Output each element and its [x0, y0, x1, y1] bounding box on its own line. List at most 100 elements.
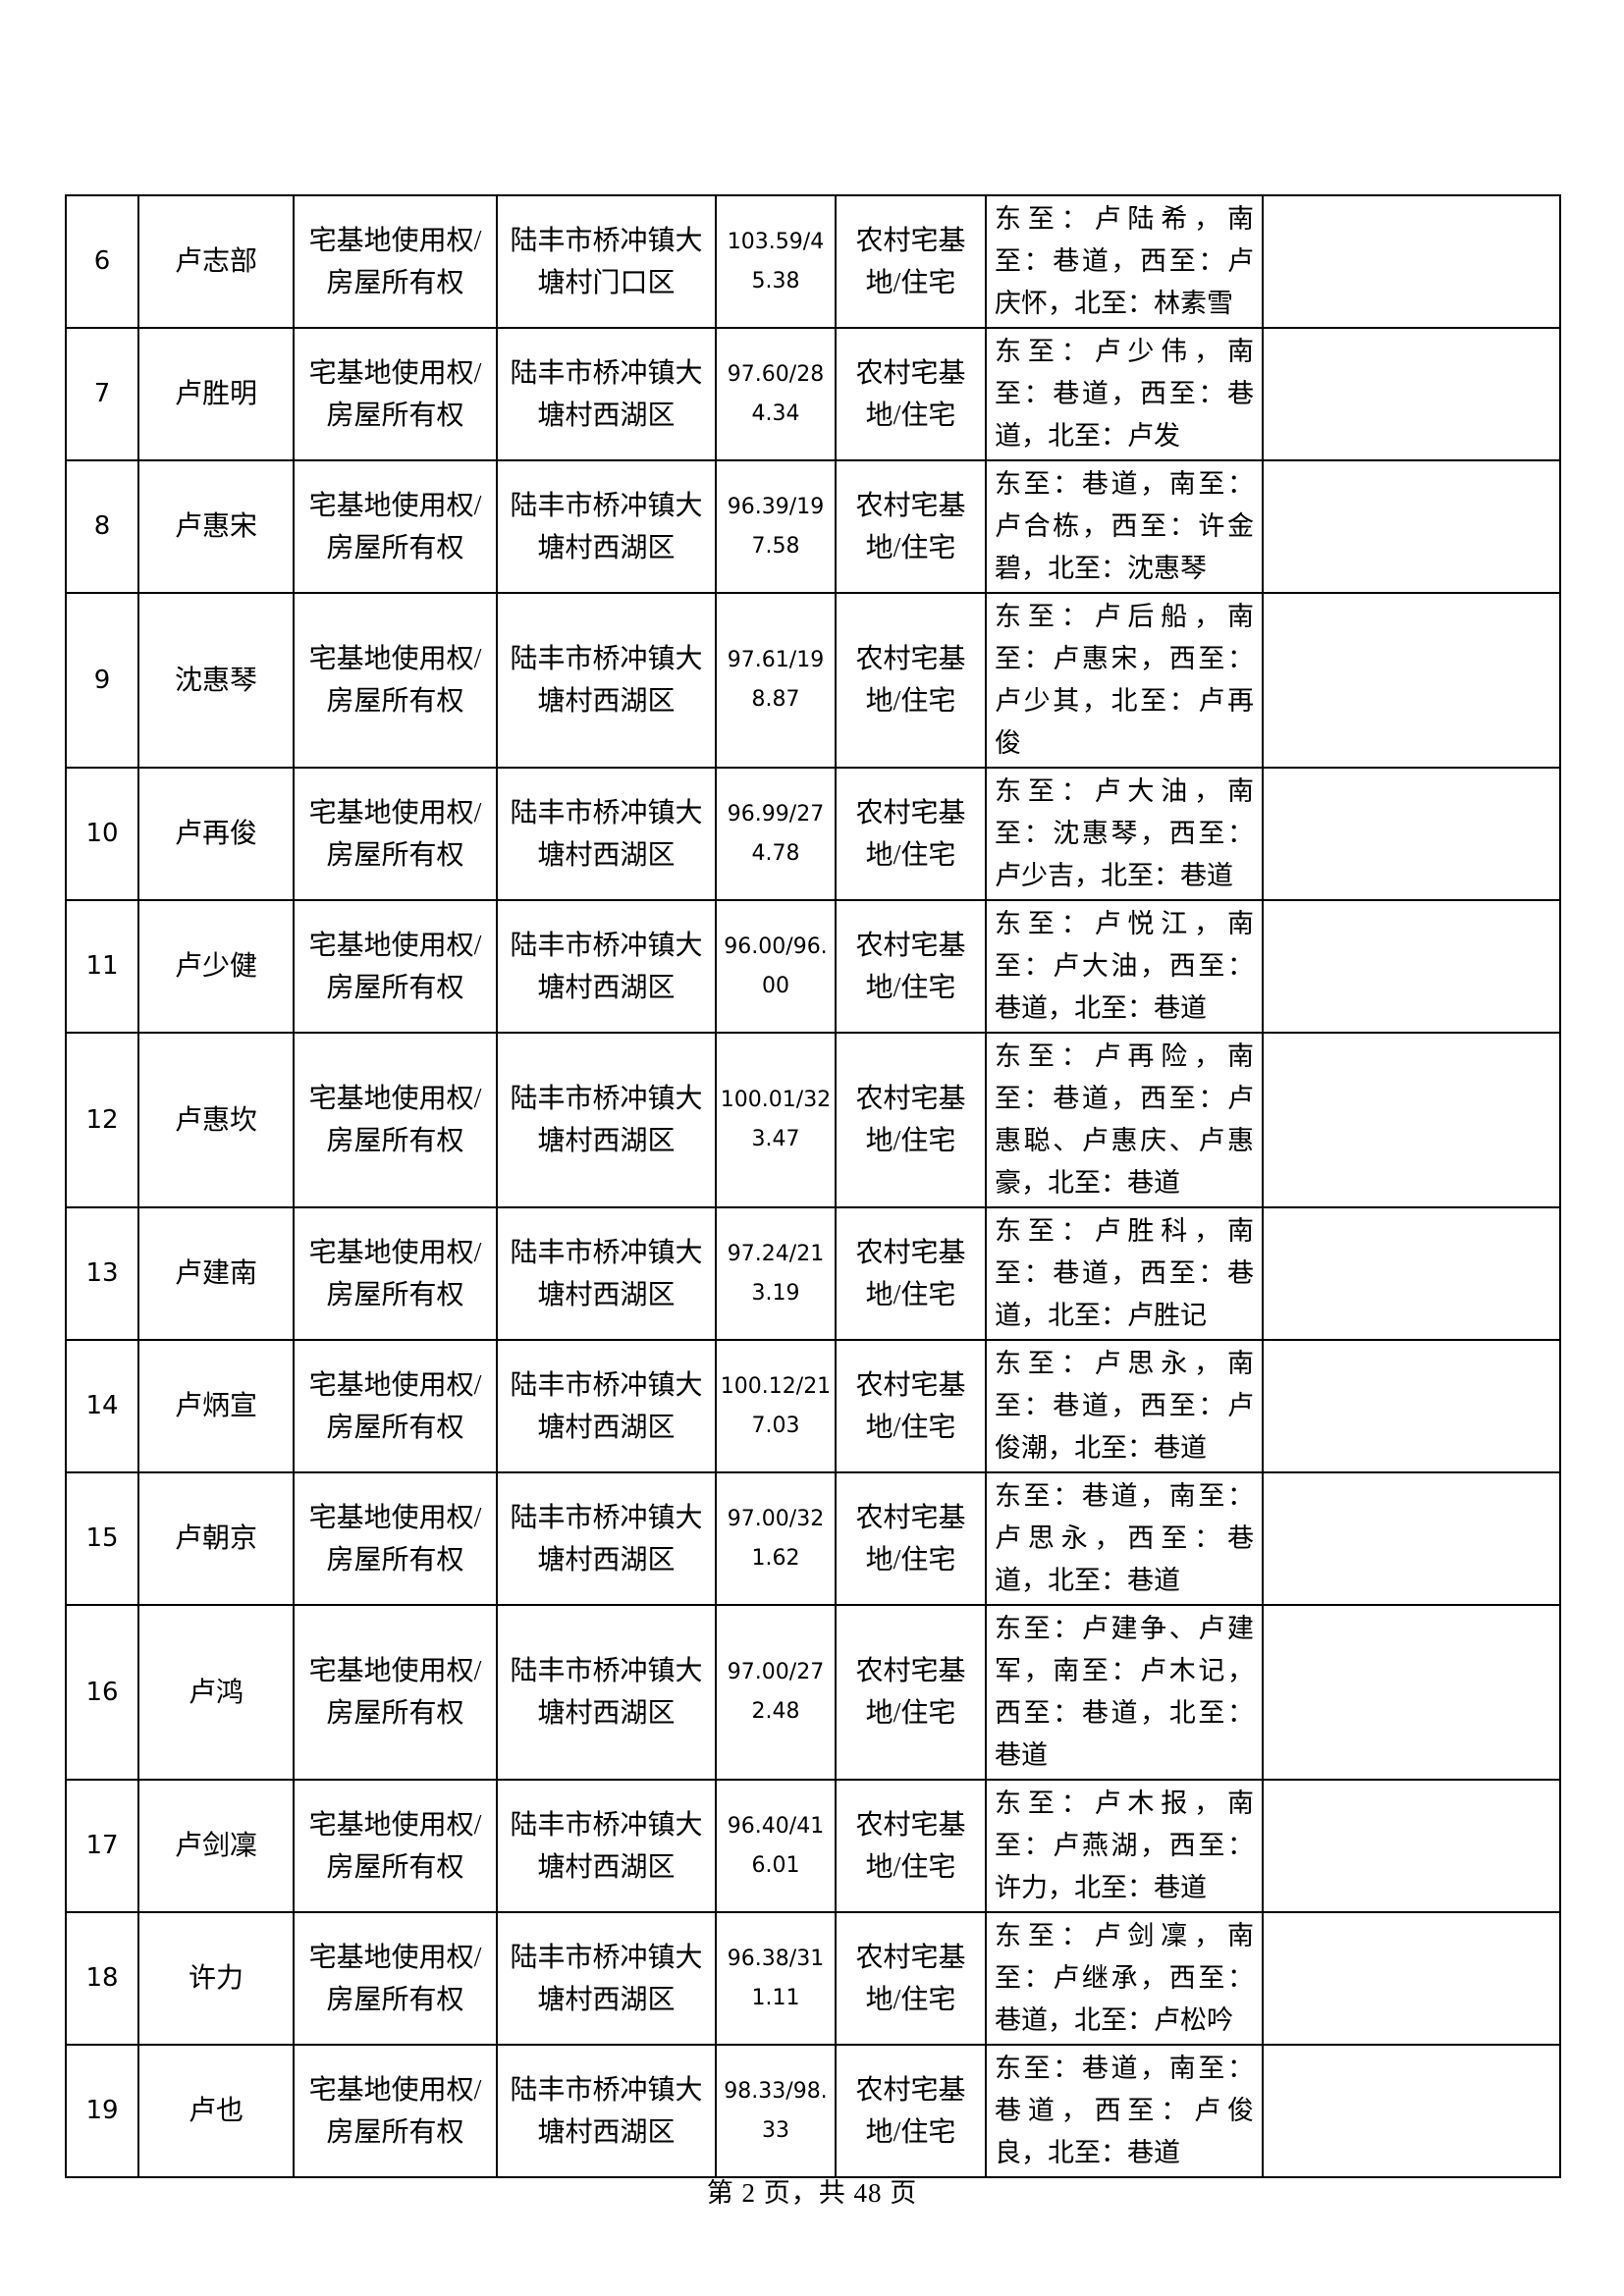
page-footer: 第 2 页，共 48 页 — [706, 2178, 918, 2208]
name-cell: 卢惠坎 — [137, 1032, 295, 1208]
seq-cell: 14 — [65, 1339, 139, 1473]
area-cell: 97.24/213.19 — [715, 1206, 837, 1341]
boundary-cell: 东至：巷道，南至：巷道，西至：卢俊良，北至：巷道 — [985, 2044, 1264, 2178]
table-row: 8 卢惠宋 宅基地使用权/房屋所有权 陆丰市桥冲镇大塘村西湖区 96.39/197.58… — [65, 459, 1561, 594]
seq-cell: 7 — [65, 327, 139, 461]
name-cell: 许力 — [137, 1911, 295, 2046]
table-row: 9 沈惠琴 宅基地使用权/房屋所有权 陆丰市桥冲镇大塘村西湖区 97.61/198.87… — [65, 592, 1561, 769]
type-cell: 农村宅基地/住宅 — [835, 592, 987, 769]
type-cell: 农村宅基地/住宅 — [835, 194, 987, 329]
table-row: 17 卢剑凜 宅基地使用权/房屋所有权 陆丰市桥冲镇大塘村西湖区 96.40/416.0… — [65, 1779, 1561, 1913]
seq-cell: 18 — [65, 1911, 139, 2046]
boundary-cell: 东至：卢悦江，南至：卢大油，西至：巷道，北至：巷道 — [985, 899, 1264, 1034]
type-cell: 农村宅基地/住宅 — [835, 1779, 987, 1913]
area-cell: 97.60/284.34 — [715, 327, 837, 461]
note-cell — [1262, 1339, 1561, 1473]
name-cell: 卢也 — [137, 2044, 295, 2178]
note-cell — [1262, 2044, 1561, 2178]
note-cell — [1262, 1032, 1561, 1208]
area-cell: 96.40/416.01 — [715, 1779, 837, 1913]
location-cell: 陆丰市桥冲镇大塘村西湖区 — [496, 1032, 717, 1208]
note-cell — [1262, 1779, 1561, 1913]
name-cell: 卢鸿 — [137, 1604, 295, 1781]
name-cell: 卢志部 — [137, 194, 295, 329]
type-cell: 农村宅基地/住宅 — [835, 459, 987, 594]
note-cell — [1262, 1604, 1561, 1781]
seq-cell: 8 — [65, 459, 139, 594]
location-cell: 陆丰市桥冲镇大塘村西湖区 — [496, 2044, 717, 2178]
rights-cell: 宅基地使用权/房屋所有权 — [293, 767, 498, 901]
table-row: 7 卢胜明 宅基地使用权/房屋所有权 陆丰市桥冲镇大塘村西湖区 97.60/284.34… — [65, 327, 1561, 461]
rights-cell: 宅基地使用权/房屋所有权 — [293, 1779, 498, 1913]
name-cell: 卢少健 — [137, 899, 295, 1034]
type-cell: 农村宅基地/住宅 — [835, 327, 987, 461]
area-cell: 97.00/321.62 — [715, 1471, 837, 1606]
seq-cell: 16 — [65, 1604, 139, 1781]
rights-cell: 宅基地使用权/房屋所有权 — [293, 899, 498, 1034]
rights-cell: 宅基地使用权/房屋所有权 — [293, 459, 498, 594]
boundary-cell: 东至：卢后船，南至：卢惠宋，西至：卢少其，北至：卢再俊 — [985, 592, 1264, 769]
rights-cell: 宅基地使用权/房屋所有权 — [293, 194, 498, 329]
rights-cell: 宅基地使用权/房屋所有权 — [293, 1911, 498, 2046]
table-row: 19 卢也 宅基地使用权/房屋所有权 陆丰市桥冲镇大塘村西湖区 98.33/98.33 农… — [65, 2044, 1561, 2178]
records-table: 6 卢志部 宅基地使用权/房屋所有权 陆丰市桥冲镇大塘村门口区 103.59/45.38… — [65, 194, 1561, 2178]
name-cell: 卢朝京 — [137, 1471, 295, 1606]
boundary-cell: 东至：卢木报，南至：卢燕湖，西至：许力，北至：巷道 — [985, 1779, 1264, 1913]
note-cell — [1262, 767, 1561, 901]
records-body: 6 卢志部 宅基地使用权/房屋所有权 陆丰市桥冲镇大塘村门口区 103.59/45.38… — [65, 194, 1561, 2178]
table-row: 11 卢少健 宅基地使用权/房屋所有权 陆丰市桥冲镇大塘村西湖区 96.00/96.00… — [65, 899, 1561, 1034]
type-cell: 农村宅基地/住宅 — [835, 1911, 987, 2046]
name-cell: 卢再俊 — [137, 767, 295, 901]
area-cell: 96.99/274.78 — [715, 767, 837, 901]
area-cell: 98.33/98.33 — [715, 2044, 837, 2178]
rights-cell: 宅基地使用权/房屋所有权 — [293, 1032, 498, 1208]
location-cell: 陆丰市桥冲镇大塘村西湖区 — [496, 459, 717, 594]
location-cell: 陆丰市桥冲镇大塘村门口区 — [496, 194, 717, 329]
location-cell: 陆丰市桥冲镇大塘村西湖区 — [496, 767, 717, 901]
note-cell — [1262, 1206, 1561, 1341]
location-cell: 陆丰市桥冲镇大塘村西湖区 — [496, 899, 717, 1034]
name-cell: 卢惠宋 — [137, 459, 295, 594]
seq-cell: 9 — [65, 592, 139, 769]
area-cell: 100.01/323.47 — [715, 1032, 837, 1208]
name-cell: 卢炳宣 — [137, 1339, 295, 1473]
location-cell: 陆丰市桥冲镇大塘村西湖区 — [496, 592, 717, 769]
area-cell: 100.12/217.03 — [715, 1339, 837, 1473]
location-cell: 陆丰市桥冲镇大塘村西湖区 — [496, 1206, 717, 1341]
type-cell: 农村宅基地/住宅 — [835, 899, 987, 1034]
table-row: 15 卢朝京 宅基地使用权/房屋所有权 陆丰市桥冲镇大塘村西湖区 97.00/321.6… — [65, 1471, 1561, 1606]
note-cell — [1262, 194, 1561, 329]
records-table-wrap: 6 卢志部 宅基地使用权/房屋所有权 陆丰市桥冲镇大塘村门口区 103.59/45.38… — [65, 194, 1561, 2178]
boundary-cell: 东至：卢陆希，南至：巷道，西至：卢庆怀，北至：林素雪 — [985, 194, 1264, 329]
seq-cell: 15 — [65, 1471, 139, 1606]
note-cell — [1262, 327, 1561, 461]
note-cell — [1262, 1471, 1561, 1606]
area-cell: 96.38/311.11 — [715, 1911, 837, 2046]
location-cell: 陆丰市桥冲镇大塘村西湖区 — [496, 1339, 717, 1473]
type-cell: 农村宅基地/住宅 — [835, 1206, 987, 1341]
boundary-cell: 东至：卢剑凜，南至：卢继承，西至：巷道，北至：卢松吟 — [985, 1911, 1264, 2046]
area-cell: 97.61/198.87 — [715, 592, 837, 769]
location-cell: 陆丰市桥冲镇大塘村西湖区 — [496, 1779, 717, 1913]
location-cell: 陆丰市桥冲镇大塘村西湖区 — [496, 1471, 717, 1606]
type-cell: 农村宅基地/住宅 — [835, 2044, 987, 2178]
seq-cell: 10 — [65, 767, 139, 901]
seq-cell: 17 — [65, 1779, 139, 1913]
note-cell — [1262, 459, 1561, 594]
name-cell: 卢剑凜 — [137, 1779, 295, 1913]
boundary-cell: 东至：卢胜科，南至：巷道，西至：巷道，北至：卢胜记 — [985, 1206, 1264, 1341]
rights-cell: 宅基地使用权/房屋所有权 — [293, 592, 498, 769]
table-row: 16 卢鸿 宅基地使用权/房屋所有权 陆丰市桥冲镇大塘村西湖区 97.00/272.48… — [65, 1604, 1561, 1781]
boundary-cell: 东至：巷道，南至：卢合栋，西至：许金碧，北至：沈惠琴 — [985, 459, 1264, 594]
rights-cell: 宅基地使用权/房屋所有权 — [293, 1206, 498, 1341]
boundary-cell: 东至：卢建争、卢建军，南至：卢木记，西至：巷道，北至：巷道 — [985, 1604, 1264, 1781]
boundary-cell: 东至：卢大油，南至：沈惠琴，西至：卢少吉，北至：巷道 — [985, 767, 1264, 901]
name-cell: 沈惠琴 — [137, 592, 295, 769]
table-row: 18 许力 宅基地使用权/房屋所有权 陆丰市桥冲镇大塘村西湖区 96.38/311.11… — [65, 1911, 1561, 2046]
seq-cell: 12 — [65, 1032, 139, 1208]
seq-cell: 13 — [65, 1206, 139, 1341]
rights-cell: 宅基地使用权/房屋所有权 — [293, 1471, 498, 1606]
area-cell: 96.39/197.58 — [715, 459, 837, 594]
boundary-cell: 东至：卢少伟，南至：巷道，西至：巷道，北至：卢发 — [985, 327, 1264, 461]
